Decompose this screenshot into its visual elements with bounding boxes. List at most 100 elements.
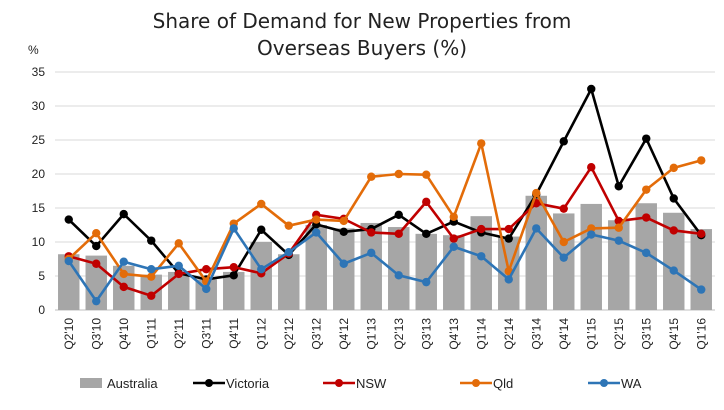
point-nsw-q3-11	[202, 265, 211, 274]
x-tick-label: Q1'11	[144, 318, 158, 349]
x-tick-label: Q4'15	[667, 318, 681, 350]
point-nsw-q3-10	[92, 259, 101, 268]
bar-australia-q2-12	[278, 254, 300, 310]
point-wa-q2-12	[284, 248, 293, 257]
point-wa-q4-11	[229, 224, 238, 233]
point-wa-q4-13	[449, 242, 458, 251]
point-nsw-q4-13	[449, 234, 458, 243]
point-wa-q2-10	[64, 256, 73, 266]
bar-australia-q4-12	[333, 228, 355, 310]
x-tick-label: Q4'10	[117, 318, 131, 350]
point-nsw-q4-15	[669, 226, 678, 235]
chart-title-line-2: Overseas Buyers (%)	[257, 36, 467, 60]
point-wa-q2-11	[174, 261, 183, 270]
x-tick-labels: Q2'10 Q3'10 Q4'10 Q1'11 Q2'11 Q3'11 Q4'11 Q1'12…	[62, 318, 709, 350]
x-tick-label: Q2'15	[612, 318, 626, 350]
point-wa-q2-14	[504, 275, 513, 284]
point-qld-q1-11	[147, 272, 156, 281]
x-tick-label: Q3'11	[199, 318, 213, 349]
point-nsw-q4-10	[119, 282, 128, 292]
x-tick-label: Q1'16	[694, 318, 708, 350]
point-wa-q4-10	[119, 257, 128, 266]
point-victoria-q3-10	[92, 241, 101, 251]
bar-australia-q3-14	[525, 195, 547, 310]
point-qld-q1-15	[587, 224, 596, 233]
point-qld-q3-12	[312, 215, 321, 224]
x-tick-label: Q2'14	[502, 318, 516, 350]
y-axis-label: %	[28, 43, 39, 57]
legend-marker-victoria	[205, 379, 213, 387]
line-victoria	[67, 87, 703, 281]
legend-item-qld: Qld	[460, 376, 513, 391]
point-wa-q1-11	[147, 265, 156, 274]
bar-australia-q3-12	[305, 225, 327, 310]
y-tick-label: 10	[32, 235, 46, 249]
line-nsw	[68, 165, 702, 298]
point-nsw-q2-14	[504, 224, 513, 234]
bar-australia-q2-13	[388, 227, 410, 310]
point-wa-q1-12	[257, 265, 266, 274]
point-wa-q2-15	[614, 236, 623, 245]
x-tick-label: Q4'12	[337, 318, 351, 350]
legend-marker-qld	[472, 379, 480, 387]
point-victoria-q2-13	[394, 210, 403, 219]
line-wa	[67, 227, 702, 303]
x-tick-label: Q2'13	[392, 318, 406, 350]
series-wa	[64, 224, 706, 306]
point-nsw-q3-15	[642, 213, 651, 222]
y-tick-label: 20	[32, 167, 46, 181]
x-tick-label: Q3'15	[639, 318, 653, 350]
point-qld-q2-13	[394, 169, 403, 179]
point-qld-q3-14	[532, 188, 541, 198]
point-victoria-q3-13	[422, 229, 431, 239]
bar-australia-q4-15	[663, 212, 685, 310]
legend-label-wa: WA	[621, 376, 642, 391]
x-tick-label: Q1'12	[254, 318, 268, 350]
point-wa-q4-14	[559, 253, 568, 262]
bar-australia-q3-11	[195, 279, 217, 310]
bar-australia-q1-15	[580, 203, 602, 310]
point-victoria-q2-10	[64, 215, 73, 224]
grid-lines	[55, 71, 715, 311]
x-tick-label: Q2'11	[172, 318, 186, 349]
point-wa-q3-12	[312, 228, 321, 237]
point-victoria-q3-15	[642, 134, 651, 143]
line-qld	[67, 142, 702, 283]
point-wa-q3-15	[642, 248, 651, 258]
legend-label-australia: Australia	[107, 376, 158, 391]
legend-marker-wa	[600, 379, 608, 387]
point-qld-q4-14	[559, 237, 568, 247]
point-victoria-q4-10	[119, 209, 128, 219]
point-qld-q4-10	[119, 269, 128, 279]
point-qld-q4-13	[449, 212, 458, 222]
legend-item-victoria: Victoria	[193, 376, 270, 391]
point-qld-q3-15	[642, 185, 651, 194]
x-tick-label: Q3'10	[89, 318, 103, 350]
point-wa-q4-15	[669, 266, 678, 275]
point-qld-q1-14	[477, 139, 486, 148]
point-wa-q1-15	[587, 230, 596, 239]
point-victoria-q4-11	[229, 271, 238, 280]
australia-bars	[58, 195, 712, 310]
point-wa-q3-11	[202, 284, 211, 294]
x-tick-label: Q3'13	[419, 318, 433, 350]
x-tick-label: Q1'14	[474, 318, 488, 350]
point-nsw-q1-15	[587, 163, 596, 172]
point-wa-q2-13	[394, 271, 403, 280]
point-victoria-q1-15	[587, 84, 596, 94]
y-tick-label: 35	[32, 65, 46, 79]
point-nsw-q1-11	[147, 291, 156, 300]
point-nsw-q3-13	[422, 197, 431, 207]
bar-australia-q2-11	[168, 271, 190, 310]
legend-marker-nsw	[335, 379, 343, 387]
point-qld-q1-13	[367, 172, 376, 181]
point-wa-q3-10	[92, 296, 101, 306]
legend: Australia Victoria NSW Qld WA	[80, 376, 642, 391]
point-nsw-q2-13	[394, 229, 403, 239]
point-qld-q2-11	[174, 239, 183, 248]
point-victoria-q4-14	[559, 137, 568, 146]
point-victoria-q4-15	[669, 194, 678, 203]
legend-item-wa: WA	[588, 376, 642, 391]
bar-australia-q4-11	[223, 271, 245, 310]
